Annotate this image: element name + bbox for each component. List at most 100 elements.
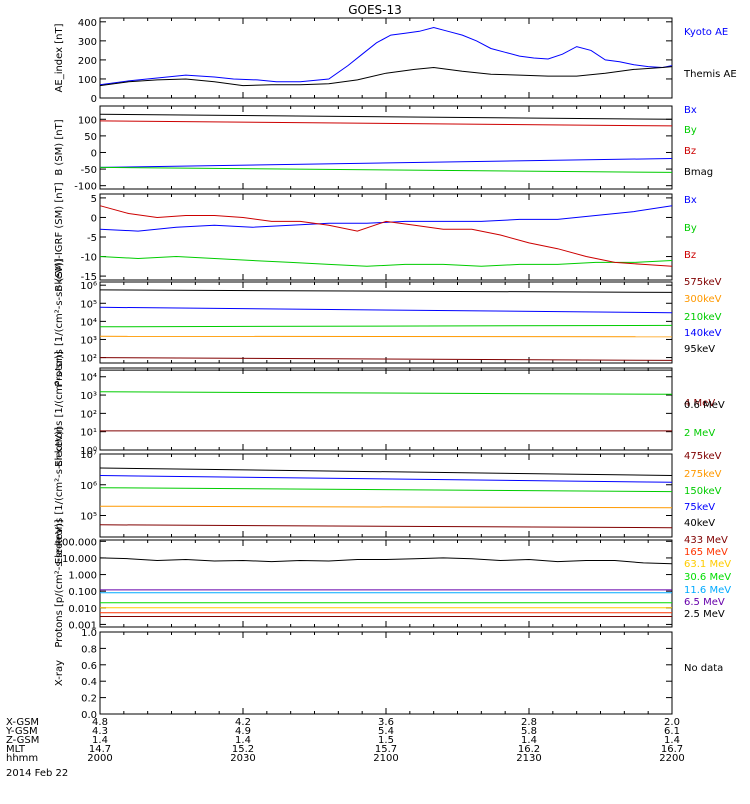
y-tick-label: 100.000 — [56, 537, 97, 548]
panel-ae-index: 0 100 200 300 400 AE_index [nT] Kyoto AE Themis… — [54, 17, 737, 105]
legend-entry: 11.6 MeV — [684, 585, 731, 596]
legend-entry: 575keV — [684, 277, 722, 288]
y-tick-label: 0.6 — [81, 661, 97, 672]
ephemeris-table: X-GSMY-GSMZ-GSMMLThhmm4.84.31.414.720004… — [5, 717, 685, 764]
ephemeris-row-label: hhmm — [6, 753, 38, 764]
ephemeris-value: 1.4 — [235, 735, 251, 746]
y-axis-label: AE_index [nT] — [54, 23, 65, 92]
legend-entry: Bmag — [684, 167, 713, 178]
legend-entry: 40keV — [684, 518, 715, 529]
y-axis-label: B (SM)-IGRF (SM) [nT] — [54, 182, 65, 291]
y-tick-label: 10³ — [80, 391, 97, 402]
ephemeris-row-label: Y-GSM — [5, 726, 38, 737]
series-line-bmag — [99, 113, 673, 120]
panel-b-sm: -100 -50 0 50 100 B (SM) [nT] Bx By Bz Bmag — [54, 105, 713, 193]
series-line-140kev — [99, 306, 673, 314]
y-tick-label: 0.8 — [81, 644, 97, 655]
series-line-2-5-mev — [99, 557, 673, 565]
series-line-kyoto-ae — [99, 26, 673, 86]
legend-entry: Themis AE — [683, 69, 737, 80]
series-line-40kev — [99, 467, 673, 476]
ephemeris-value: 1.4 — [664, 735, 680, 746]
ephemeris-value: 5.8 — [521, 726, 537, 737]
ephemeris-row-label: X-GSM — [6, 717, 39, 728]
y-tick-label: 10⁵ — [80, 512, 97, 523]
y-tick-label: 10⁵ — [80, 299, 97, 310]
ephemeris-value: 4.9 — [235, 726, 251, 737]
series-line-210kev — [99, 324, 673, 328]
ephemeris-value: 1.4 — [92, 735, 108, 746]
y-axis-label: X-ray — [54, 660, 65, 686]
y-tick-label: 100 — [78, 75, 97, 86]
legend-entry: 2.5 MeV — [684, 609, 725, 620]
series-line-bz — [99, 205, 673, 267]
series-line-575kev — [99, 357, 673, 361]
panel-electrons-low: 10⁵ 10⁶ 10⁷ Electrons [1/(cm²-s-sr-keV)] 475… — [54, 427, 722, 564]
panel-frame — [99, 367, 673, 451]
ephemeris-value: 2200 — [659, 753, 684, 764]
series-line-by — [99, 166, 673, 173]
panel-protons-high: 0.001 0.010 0.100 1.000 10.000 100.000Protons… — [54, 519, 731, 647]
ephemeris-value: 16.2 — [518, 744, 540, 755]
legend-entry: 4 MeV — [684, 398, 715, 409]
ephemeris-value: 5.4 — [378, 726, 394, 737]
legend-entry: 95keV — [684, 344, 715, 355]
panel-frame — [99, 539, 673, 628]
panel-protons-low: 10² 10³ 10⁴ 10⁵ 10⁶ Protons [1/(cm²-s-sr-keV)… — [54, 258, 722, 386]
y-tick-label: 10.000 — [62, 554, 97, 565]
ephemeris-value: 6.1 — [664, 726, 680, 737]
y-tick-label: -100 — [74, 182, 97, 193]
series-line-bx — [99, 158, 673, 168]
legend-entry: Kyoto AE — [684, 27, 728, 38]
ephemeris-value: 2.8 — [521, 717, 537, 728]
ephemeris-value: 2130 — [516, 753, 541, 764]
date-label: 2014 Feb 22 — [6, 768, 68, 779]
legend-entry: Bx — [684, 195, 697, 206]
y-tick-label: 100 — [78, 115, 97, 126]
y-tick-label: 0.001 — [68, 620, 97, 631]
y-tick-label: 0 — [91, 148, 97, 159]
legend-entry: By — [684, 125, 697, 136]
y-tick-label: 1.0 — [81, 628, 97, 639]
legend-entry: 30.6 MeV — [684, 572, 731, 583]
legend-entry: By — [684, 223, 697, 234]
ephemeris-value: 15.2 — [232, 744, 254, 755]
legend-entry: 475keV — [684, 451, 722, 462]
ephemeris-value: 2000 — [87, 753, 112, 764]
y-tick-label: 10⁴ — [80, 317, 97, 328]
series-line-95kev — [99, 289, 673, 293]
legend-entry: 2 MeV — [684, 428, 715, 439]
y-tick-label: 10³ — [80, 335, 97, 346]
y-tick-label: 10⁴ — [80, 373, 97, 384]
y-tick-label: 10¹ — [80, 428, 97, 439]
y-tick-label: 10⁶ — [80, 281, 97, 292]
y-tick-label: 0.100 — [68, 587, 97, 598]
series-line-75kev — [99, 475, 673, 483]
y-tick-label: 10² — [80, 354, 97, 365]
series-line-150kev — [99, 487, 673, 493]
panel-frame — [99, 453, 673, 538]
series-line-275kev — [99, 505, 673, 509]
ephemeris-row-label: MLT — [6, 744, 26, 755]
y-tick-label: 0.4 — [81, 677, 97, 688]
ephemeris-value: 3.6 — [378, 717, 394, 728]
plot-title: GOES-13 — [348, 3, 402, 17]
y-axis-label: Protons [p/(cm²-s-sr-keV)] — [54, 519, 65, 647]
series-line-300kev — [99, 335, 673, 338]
ephemeris-value: 4.8 — [92, 717, 108, 728]
legend-entry: 165 MeV — [684, 547, 728, 558]
panel-electrons-high: 10⁰ 10¹ 10² 10³ 10⁴ Electrons [1/(cm²-s-sr)] 4… — [54, 351, 725, 467]
y-tick-label: -5 — [87, 233, 97, 244]
ephemeris-value: 14.7 — [89, 744, 111, 755]
legend-entry: Bx — [684, 105, 697, 116]
legend-entry: 210keV — [684, 312, 722, 323]
y-tick-label: 300 — [78, 37, 97, 48]
ephemeris-value: 4.3 — [92, 726, 108, 737]
ephemeris-value: 4.2 — [235, 717, 251, 728]
panel-b-sm-igrf: -15 -10 -5 0 5 B (SM)-IGRF (SM) [nT] Bx By Bz — [54, 182, 697, 291]
series-line-themis-ae — [99, 66, 673, 87]
y-tick-label: 0.010 — [68, 604, 97, 615]
y-tick-label: 10⁰ — [80, 446, 97, 457]
